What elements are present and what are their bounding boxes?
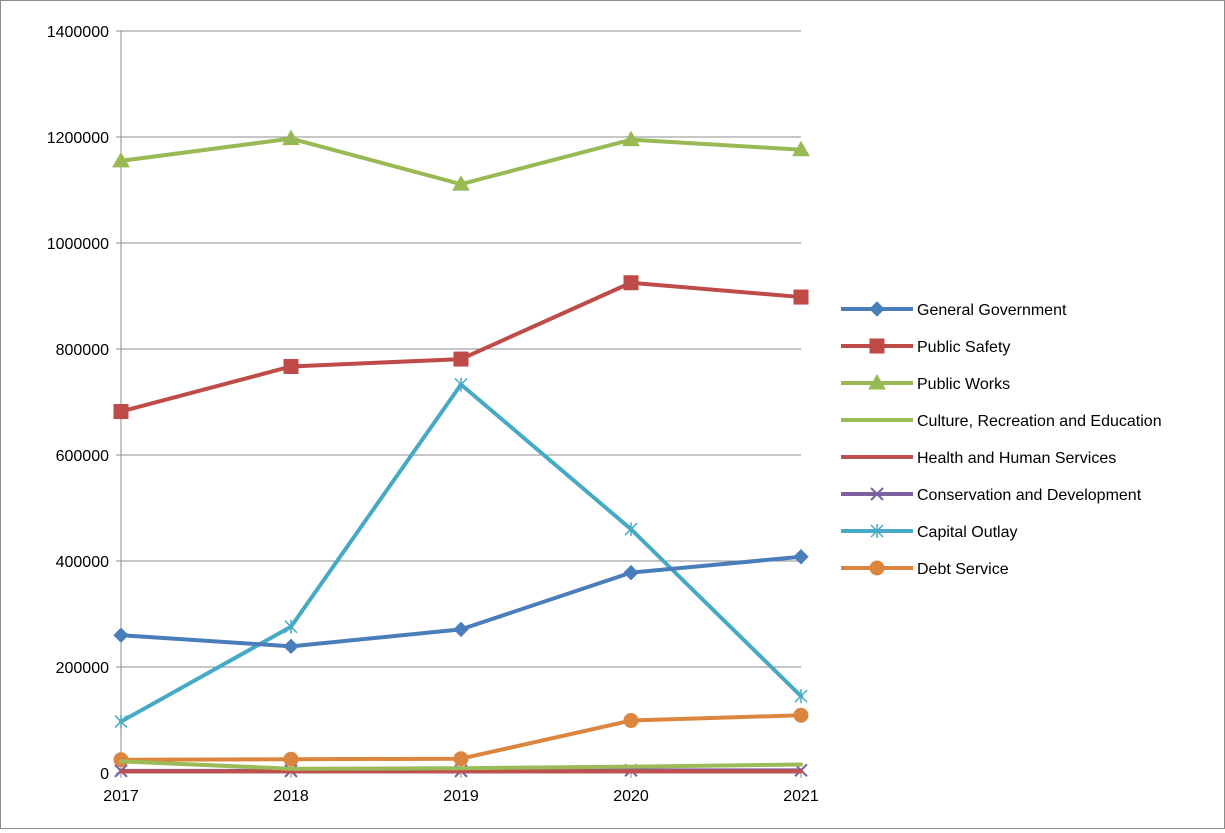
y-tick-label: 1400000 bbox=[47, 24, 109, 41]
data-point bbox=[113, 627, 129, 643]
data-point bbox=[284, 619, 298, 634]
x-tick-label: 2017 bbox=[103, 788, 139, 805]
data-point bbox=[112, 151, 130, 168]
data-point bbox=[792, 140, 810, 157]
legend-entry: Debt Service bbox=[841, 560, 1009, 578]
x-tick-label: 2018 bbox=[273, 788, 309, 805]
data-point bbox=[113, 404, 129, 420]
legend-label: Public Works bbox=[917, 376, 1010, 393]
legend-marker bbox=[868, 373, 886, 390]
legend-label: Public Safety bbox=[917, 339, 1010, 356]
y-tick-label: 800000 bbox=[56, 342, 109, 359]
data-point bbox=[794, 689, 808, 704]
legend-marker bbox=[869, 560, 885, 576]
data-point bbox=[283, 751, 299, 767]
data-point bbox=[793, 549, 809, 565]
data-point bbox=[282, 129, 300, 146]
legend-marker bbox=[869, 338, 885, 354]
y-tick-label: 1000000 bbox=[47, 236, 109, 253]
data-point bbox=[793, 707, 809, 723]
legend: General Government Public Safety Public Wo… bbox=[841, 301, 1162, 578]
gridlines bbox=[121, 30, 801, 668]
series-debt-service bbox=[113, 707, 809, 768]
series-public-works bbox=[112, 129, 810, 191]
legend-entry: Conservation and Development bbox=[841, 487, 1142, 504]
legend-label: Capital Outlay bbox=[917, 524, 1018, 541]
data-point bbox=[623, 564, 639, 581]
y-tick-label: 600000 bbox=[56, 448, 109, 465]
axes: 0 200000 400000 600000 800000 1000000 1200000 1… bbox=[47, 24, 819, 805]
x-tick-label: 2019 bbox=[443, 788, 479, 805]
y-tick-label: 1200000 bbox=[47, 130, 109, 147]
data-point bbox=[283, 638, 299, 655]
data-point bbox=[452, 175, 470, 191]
legend-label: Debt Service bbox=[917, 561, 1009, 578]
y-tick-label: 400000 bbox=[56, 554, 109, 571]
data-point bbox=[624, 522, 638, 537]
plot-series bbox=[112, 129, 810, 778]
data-point bbox=[453, 351, 469, 367]
series-line bbox=[119, 759, 803, 771]
x-tick-label: 2020 bbox=[613, 788, 649, 805]
data-point bbox=[283, 358, 299, 374]
y-tick-label: 0 bbox=[100, 766, 109, 783]
legend-entry: Public Works bbox=[841, 373, 1010, 393]
series-line bbox=[119, 382, 803, 724]
legend-entry: Public Safety bbox=[841, 338, 1010, 356]
series-public-safety bbox=[113, 275, 809, 420]
data-point bbox=[793, 289, 809, 305]
data-point bbox=[114, 714, 128, 729]
data-point bbox=[623, 275, 639, 291]
y-tick-label: 200000 bbox=[56, 660, 109, 677]
data-point bbox=[454, 377, 468, 392]
x-tick-label: 2021 bbox=[783, 788, 819, 805]
legend-label: Conservation and Development bbox=[917, 487, 1142, 504]
legend-marker bbox=[870, 487, 884, 501]
legend-marker bbox=[870, 524, 884, 538]
legend-entry: Culture, Recreation and Education bbox=[841, 413, 1162, 430]
legend-entry: Capital Outlay bbox=[841, 524, 1018, 541]
series-line bbox=[119, 280, 803, 414]
legend-entry: General Government bbox=[841, 301, 1067, 319]
data-point bbox=[622, 130, 640, 147]
series-general-government bbox=[113, 549, 809, 655]
legend-entry: Health and Human Services bbox=[841, 450, 1116, 467]
series-capital-outlay bbox=[114, 377, 808, 729]
legend-label: Health and Human Services bbox=[917, 450, 1116, 467]
legend-label: Culture, Recreation and Education bbox=[917, 413, 1162, 430]
data-point bbox=[453, 751, 469, 767]
data-point bbox=[623, 713, 639, 729]
legend-label: General Government bbox=[917, 302, 1067, 319]
series-culture-recreation-and-education bbox=[119, 759, 803, 771]
data-point bbox=[453, 621, 469, 638]
legend-marker bbox=[869, 301, 885, 317]
